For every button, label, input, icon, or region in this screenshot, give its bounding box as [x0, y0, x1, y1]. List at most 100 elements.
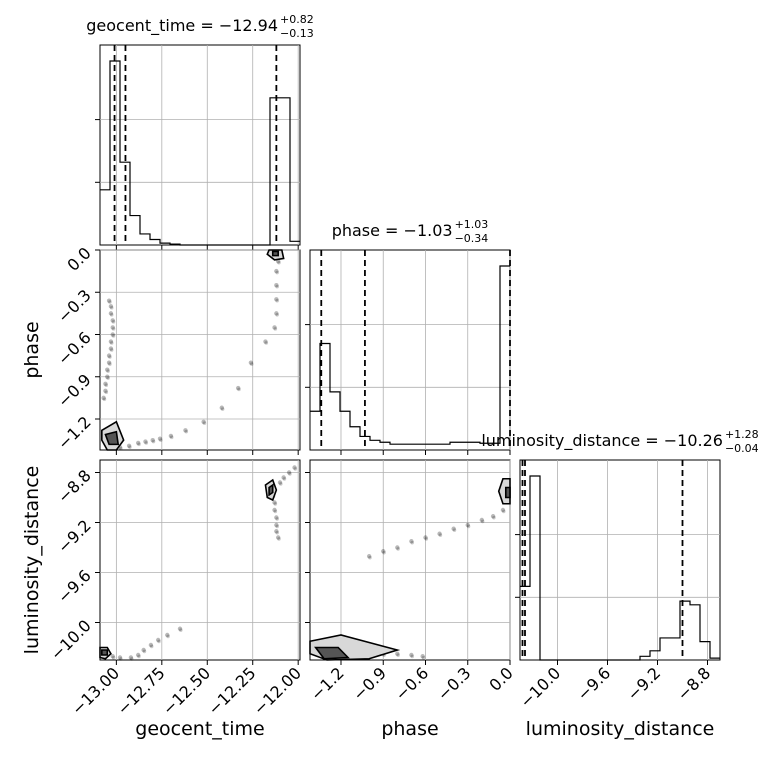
contour-inner	[101, 649, 109, 656]
scatter-point	[219, 405, 225, 410]
panel-frame	[309, 459, 511, 661]
scatter-point	[111, 655, 116, 660]
x-axis-label-phase: phase	[381, 718, 438, 740]
scatter-point	[396, 653, 400, 657]
scatter-point	[166, 634, 170, 639]
hist-panel-phase	[305, 249, 511, 455]
scatter-point	[275, 312, 279, 317]
scatter-point	[437, 531, 442, 536]
scatter-point	[202, 421, 207, 426]
scatter-point	[135, 440, 141, 446]
x-tick-label: −0.3	[434, 663, 475, 704]
scatter-point	[423, 535, 428, 540]
scatter-point	[272, 500, 277, 505]
scatter-point	[169, 435, 174, 440]
scatter-point	[409, 539, 414, 544]
scatter-point	[144, 441, 149, 445]
scatter-point	[368, 555, 372, 560]
scatter-point	[104, 390, 109, 395]
scatter-point	[409, 652, 414, 658]
y-tick-label: −0.3	[54, 286, 95, 327]
scatter-point	[106, 298, 112, 303]
scatter-point	[143, 439, 148, 444]
panels-layer	[95, 44, 721, 665]
scatter-point	[165, 632, 170, 638]
scatter-point	[277, 260, 281, 265]
panel-title-geocent_time: geocent_time = −12.94	[86, 16, 278, 36]
scatter-point	[465, 522, 470, 528]
y-axis-label-phase: phase	[21, 321, 43, 378]
histogram-step	[100, 60, 300, 246]
scatter-point	[235, 385, 241, 391]
scatter-point	[117, 655, 123, 660]
x-tick-label: −0.9	[349, 663, 390, 704]
y-tick-label: 0.0	[63, 243, 94, 274]
scatter-point	[248, 360, 254, 365]
y-tick-label: −0.6	[54, 328, 95, 369]
scatter-point	[396, 547, 400, 551]
y-tick-label: −9.2	[54, 516, 95, 557]
scatter-point	[106, 376, 110, 380]
scatter-point	[101, 395, 106, 401]
scatter-point	[274, 268, 279, 274]
scatter-point	[237, 387, 241, 392]
scatter-point	[106, 360, 112, 365]
scatter-point	[110, 318, 115, 323]
scatter-point	[220, 407, 225, 411]
scatter-point	[293, 467, 298, 471]
scatter-point	[128, 655, 134, 660]
scatter-point	[150, 437, 155, 443]
scatter-point	[106, 369, 110, 373]
y-tick-label: −0.9	[54, 370, 95, 411]
scatter-point	[105, 374, 110, 379]
scatter-point	[108, 346, 114, 351]
scatter-point	[142, 649, 147, 654]
scatter-point	[395, 545, 400, 550]
contour-inner	[271, 250, 279, 257]
scatter-point	[168, 433, 174, 439]
scatter-point	[137, 442, 141, 447]
scatter-point	[274, 529, 279, 534]
scatter-point	[366, 554, 372, 559]
title-main: geocent_time = −12.94	[86, 16, 278, 36]
scatter-point	[108, 311, 114, 316]
scatter-point	[135, 652, 141, 658]
scatter-point	[184, 429, 189, 434]
scatter-point	[272, 507, 277, 513]
y-tick-label: −9.6	[54, 566, 95, 607]
contour-inner	[104, 430, 120, 446]
scatter-point	[410, 654, 415, 659]
scatter-point	[490, 514, 496, 519]
scatter-point	[249, 362, 254, 366]
scatter-point	[183, 428, 188, 433]
scatter-panel-geocent_time-phase	[95, 249, 301, 455]
scatter-point	[273, 502, 278, 506]
x-tick-label: −12.25	[204, 663, 259, 718]
scatter-point	[263, 339, 268, 344]
scatter-point	[275, 270, 279, 275]
scatter-point	[275, 284, 279, 289]
panel-frame	[309, 249, 511, 451]
scatter-point	[480, 519, 485, 524]
x-tick-label: −1.2	[307, 663, 348, 704]
scatter-panel-geocent_time-luminosity_distance	[95, 459, 301, 665]
scatter-point	[128, 445, 132, 449]
hist-panel-geocent_time	[95, 44, 301, 250]
scatter-point	[274, 522, 279, 528]
scatter-point	[500, 507, 506, 513]
scatter-point	[272, 325, 277, 330]
scatter-point	[108, 300, 112, 304]
scatter-point	[104, 383, 109, 388]
scatter-point	[274, 283, 279, 288]
scatter-point	[277, 537, 281, 541]
scatter-point	[274, 311, 279, 316]
scatter-point	[479, 517, 485, 523]
scatter-point	[111, 327, 116, 331]
y-tick-label: −10.0	[47, 616, 95, 664]
panel-title-luminosity_distance: luminosity_distance = −10.26	[481, 431, 723, 451]
title-minus-error: −0.04	[725, 442, 759, 455]
scatter-point	[108, 339, 114, 344]
scatter-point	[129, 657, 134, 661]
scatter-point	[421, 655, 426, 660]
